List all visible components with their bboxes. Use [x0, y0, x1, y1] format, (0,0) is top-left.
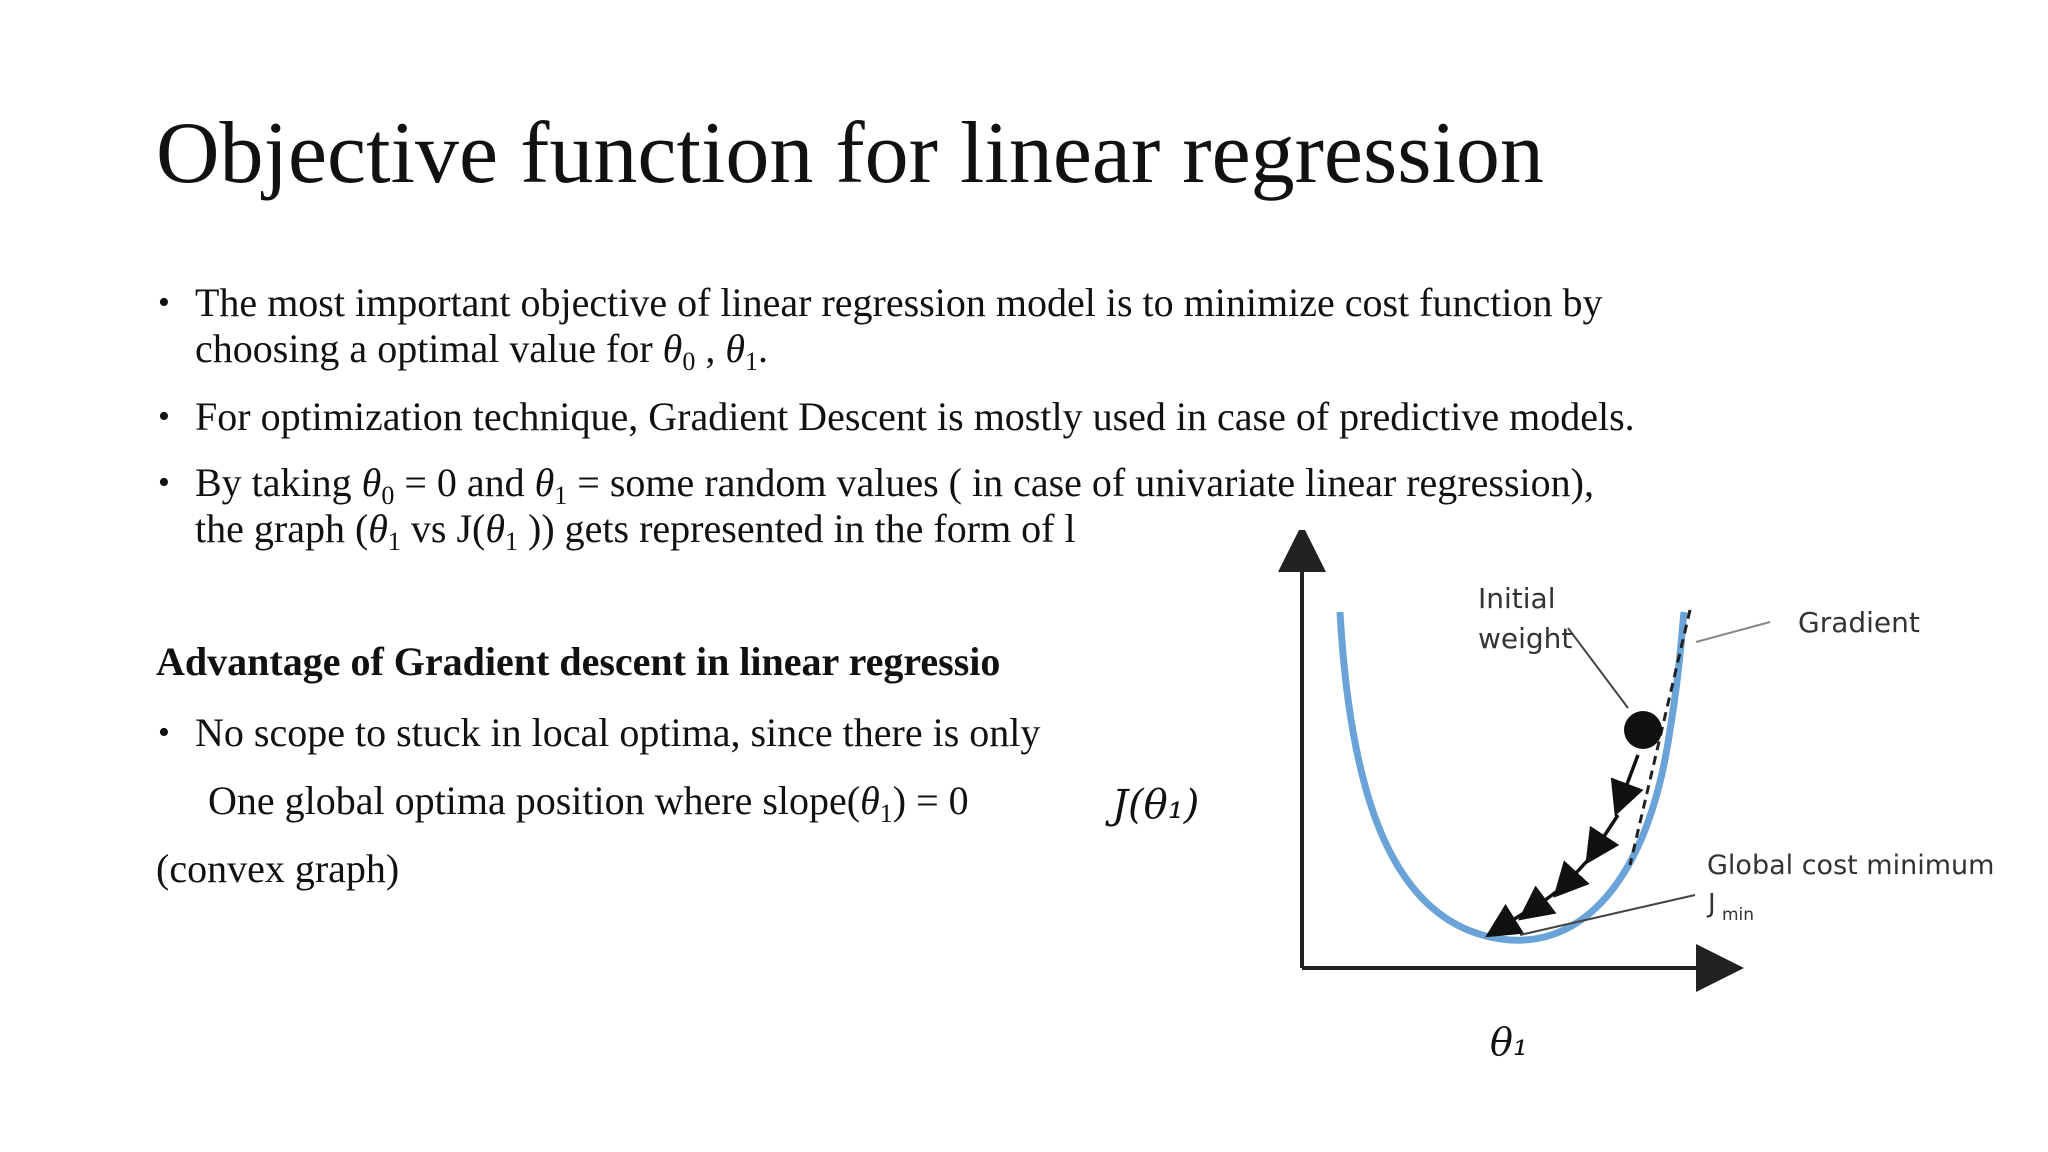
bullet-dot: • [158, 714, 170, 751]
text: By taking [195, 460, 362, 505]
advantage-line-2: One global optima position where slope(θ… [208, 778, 969, 827]
text: = 0 and [394, 460, 535, 505]
bullet-dot: • [158, 464, 170, 501]
bullet-3: • By taking θ0 = 0 and θ1 = some random … [158, 460, 1594, 555]
subscript: 0 [381, 481, 395, 510]
bullet-dot: • [158, 398, 170, 435]
bullet-1: • The most important objective of linear… [158, 280, 1603, 375]
bullet-3-line-2: the graph (θ1 vs J(θ1 )) gets represente… [195, 506, 1594, 555]
text: )) gets represented in the form of l [518, 506, 1076, 551]
advantage-bullet: • No scope to stuck in local optima, sin… [158, 710, 1041, 756]
descent-arrow [1585, 814, 1620, 865]
gradient-tangent [1628, 609, 1692, 866]
theta-symbol: θ [485, 506, 506, 551]
text: = some random values ( in case of univar… [567, 460, 1594, 505]
jmin-leader [1519, 894, 1696, 936]
theta-symbol: θ [662, 326, 683, 371]
theta-symbol: θ [534, 460, 555, 505]
bullet-2-text: For optimization technique, Gradient Des… [195, 394, 1635, 439]
global-cost-minimum-label: Global cost minimum [1707, 850, 1994, 881]
descent-arrow [1518, 885, 1558, 921]
gradient-descent-graph: Initial weight Gradient Global cost mini… [1210, 530, 2048, 1152]
descent-arrow [1553, 858, 1590, 898]
graph-svg: Initial weight Gradient Global cost mini… [1278, 530, 1994, 992]
initial-weight-leader [1567, 627, 1629, 709]
bullet-1-line-2: choosing a optimal value for θ0 , θ1. [195, 326, 1602, 375]
slide-title: Objective function for linear regression [156, 105, 1544, 202]
initial-weight-ball [1624, 711, 1662, 749]
jmin-subscript: min [1722, 905, 1754, 925]
advantage-bullet-text: No scope to stuck in local optima, since… [195, 710, 1041, 755]
bullet-1-line-1: The most important objective of linear r… [195, 280, 1603, 325]
subscript: 1 [505, 527, 519, 556]
text: vs J( [400, 506, 486, 551]
descent-arrow [1485, 903, 1525, 938]
x-axis-label: θ₁ [1490, 1020, 1529, 1064]
theta-symbol: θ [860, 778, 880, 823]
subscript: 1 [387, 527, 401, 556]
text: the graph ( [195, 506, 369, 551]
period: . [757, 326, 768, 371]
comma: , [695, 326, 726, 371]
subscript: 1 [554, 481, 568, 510]
initial-label-1: Initial [1478, 582, 1555, 615]
bullet-1-line-2-text: choosing a optimal value for [195, 326, 663, 371]
gradient-label: Gradient [1798, 606, 1920, 639]
initial-label-2: weight [1478, 622, 1572, 655]
text: One global optima position where slope( [208, 778, 861, 823]
advantage-line-3: (convex graph) [156, 846, 400, 891]
cost-curve [1336, 611, 1688, 944]
jmin-label: J [1706, 889, 1716, 919]
bullet-3-line-1: By taking θ0 = 0 and θ1 = some random va… [195, 460, 1594, 509]
subscript: 1 [744, 347, 758, 376]
y-axis-label: J(θ₁) [1112, 782, 1200, 828]
gradient-leader [1695, 621, 1771, 643]
bullet-2: • For optimization technique, Gradient D… [158, 394, 1635, 440]
theta-symbol: θ [368, 506, 388, 551]
theta-symbol: θ [725, 326, 745, 371]
bullet-dot: • [158, 284, 170, 321]
descent-arrow [1610, 754, 1644, 817]
advantage-heading: Advantage of Gradient descent in linear … [156, 639, 1001, 684]
theta-symbol: θ [361, 460, 382, 505]
subscript: 0 [682, 347, 696, 376]
text: ) = 0 [892, 778, 969, 823]
subscript: 1 [879, 799, 893, 828]
